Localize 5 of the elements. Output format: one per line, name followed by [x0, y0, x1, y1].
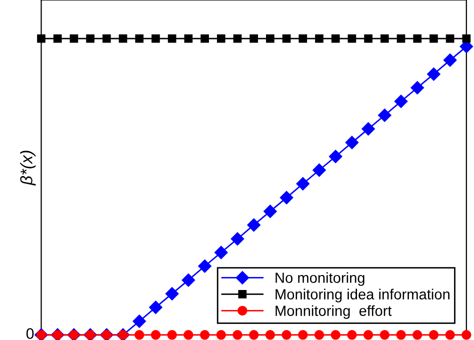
legend-label: Monnitoring effort [276, 305, 392, 319]
legend-label: Monitoring idea information [276, 288, 450, 302]
legend-label: No monitoring [276, 272, 364, 286]
y-axis-title: β*(x) [20, 150, 36, 186]
text: 0 [26, 328, 34, 339]
